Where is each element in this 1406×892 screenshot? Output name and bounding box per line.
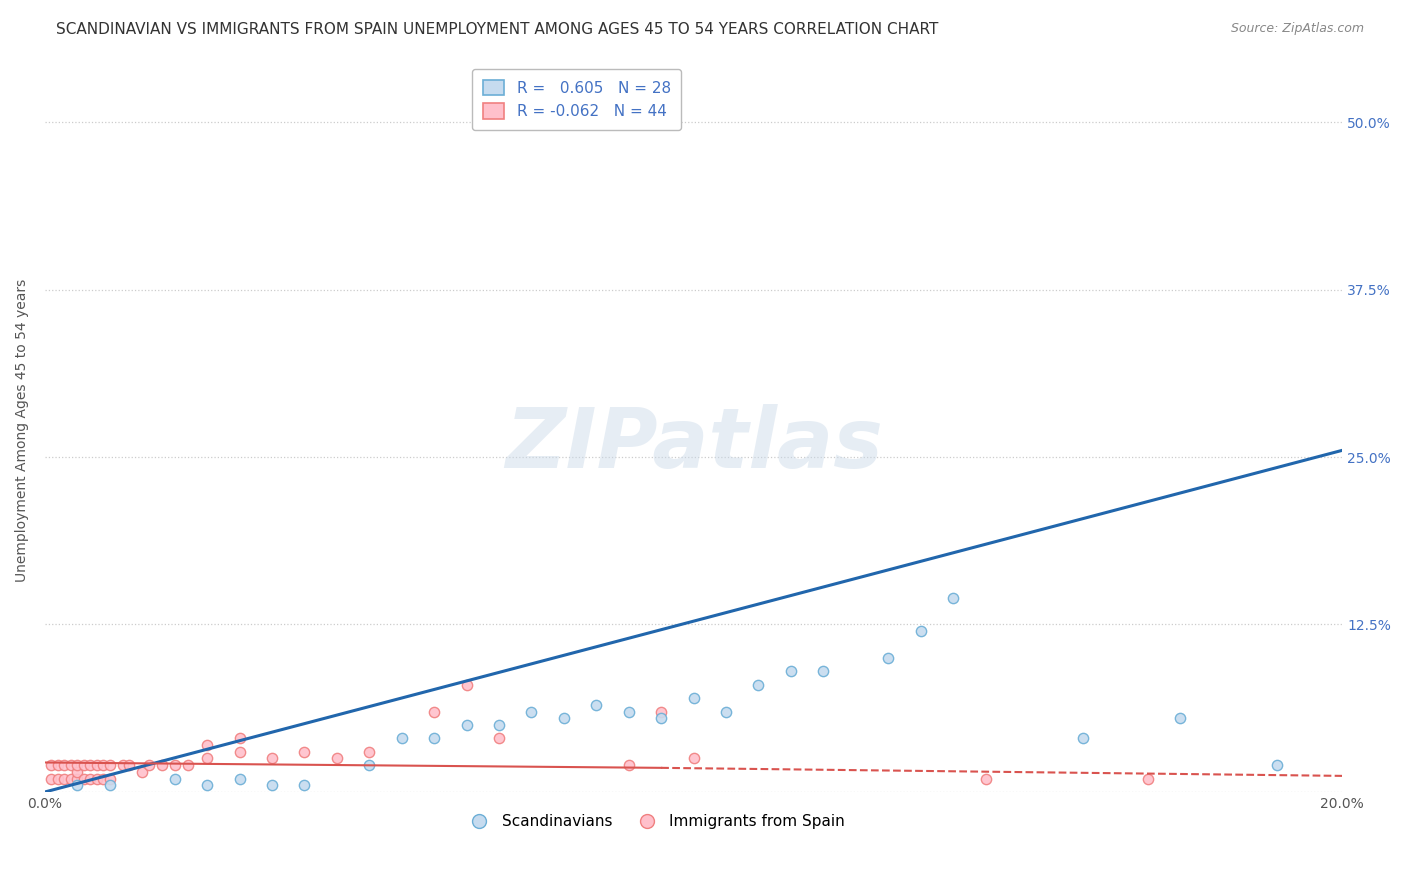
Point — [553, 711, 575, 725]
Point — [195, 738, 218, 752]
Point — [163, 758, 186, 772]
Point — [98, 778, 121, 792]
Point — [228, 772, 250, 786]
Point — [1071, 731, 1094, 746]
Point — [86, 758, 108, 772]
Point — [617, 705, 640, 719]
Point — [53, 772, 76, 786]
Text: Source: ZipAtlas.com: Source: ZipAtlas.com — [1230, 22, 1364, 36]
Point — [359, 745, 381, 759]
Point — [682, 691, 704, 706]
Point — [1136, 772, 1159, 786]
Point — [66, 758, 89, 772]
Point — [66, 778, 89, 792]
Point — [910, 624, 932, 639]
Point — [1267, 758, 1289, 772]
Point — [747, 678, 769, 692]
Point — [942, 591, 965, 605]
Point — [73, 772, 96, 786]
Point — [195, 751, 218, 765]
Point — [423, 731, 446, 746]
Point — [650, 711, 672, 725]
Legend: Scandinavians, Immigrants from Spain: Scandinavians, Immigrants from Spain — [458, 808, 851, 835]
Point — [456, 718, 478, 732]
Y-axis label: Unemployment Among Ages 45 to 54 years: Unemployment Among Ages 45 to 54 years — [15, 278, 30, 582]
Point — [163, 772, 186, 786]
Point — [456, 678, 478, 692]
Point — [780, 665, 803, 679]
Text: ZIPatlas: ZIPatlas — [505, 404, 883, 485]
Point — [111, 758, 134, 772]
Point — [1168, 711, 1191, 725]
Point — [53, 758, 76, 772]
Point — [79, 758, 101, 772]
Point — [118, 758, 141, 772]
Point — [423, 705, 446, 719]
Point — [59, 758, 82, 772]
Point — [488, 718, 510, 732]
Point — [228, 731, 250, 746]
Point — [98, 758, 121, 772]
Point — [260, 751, 283, 765]
Point — [93, 758, 115, 772]
Point — [131, 764, 153, 779]
Point — [391, 731, 413, 746]
Point — [73, 758, 96, 772]
Point — [260, 778, 283, 792]
Point — [488, 731, 510, 746]
Point — [59, 772, 82, 786]
Point — [294, 745, 316, 759]
Point — [41, 758, 63, 772]
Point — [974, 772, 997, 786]
Point — [66, 772, 89, 786]
Point — [877, 651, 900, 665]
Point — [228, 745, 250, 759]
Point — [66, 764, 89, 779]
Point — [93, 772, 115, 786]
Point — [585, 698, 607, 712]
Point — [138, 758, 160, 772]
Point — [326, 751, 349, 765]
Point — [714, 705, 737, 719]
Point — [520, 705, 543, 719]
Point — [46, 772, 69, 786]
Point — [150, 758, 173, 772]
Text: SCANDINAVIAN VS IMMIGRANTS FROM SPAIN UNEMPLOYMENT AMONG AGES 45 TO 54 YEARS COR: SCANDINAVIAN VS IMMIGRANTS FROM SPAIN UN… — [56, 22, 939, 37]
Point — [294, 778, 316, 792]
Point — [98, 772, 121, 786]
Point — [79, 772, 101, 786]
Point — [813, 665, 835, 679]
Point — [86, 772, 108, 786]
Point — [41, 772, 63, 786]
Point — [195, 778, 218, 792]
Point — [176, 758, 198, 772]
Point — [359, 758, 381, 772]
Point — [617, 758, 640, 772]
Point — [650, 705, 672, 719]
Point — [46, 758, 69, 772]
Point — [682, 751, 704, 765]
